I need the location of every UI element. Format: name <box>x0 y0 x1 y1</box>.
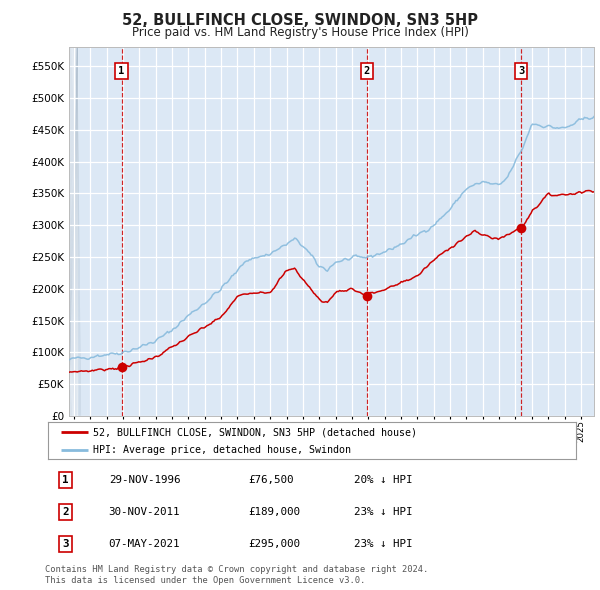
Text: £76,500: £76,500 <box>248 476 294 486</box>
Text: £189,000: £189,000 <box>248 507 301 517</box>
Text: 07-MAY-2021: 07-MAY-2021 <box>109 539 180 549</box>
Text: 2: 2 <box>62 507 68 517</box>
Text: Contains HM Land Registry data © Crown copyright and database right 2024.
This d: Contains HM Land Registry data © Crown c… <box>45 565 428 585</box>
Text: 23% ↓ HPI: 23% ↓ HPI <box>354 507 413 517</box>
Text: 52, BULLFINCH CLOSE, SWINDON, SN3 5HP (detached house): 52, BULLFINCH CLOSE, SWINDON, SN3 5HP (d… <box>93 427 417 437</box>
Text: £295,000: £295,000 <box>248 539 301 549</box>
Text: 1: 1 <box>118 65 125 76</box>
Text: 23% ↓ HPI: 23% ↓ HPI <box>354 539 413 549</box>
Text: 2: 2 <box>364 65 370 76</box>
Text: 52, BULLFINCH CLOSE, SWINDON, SN3 5HP: 52, BULLFINCH CLOSE, SWINDON, SN3 5HP <box>122 13 478 28</box>
Polygon shape <box>69 47 77 416</box>
Text: 29-NOV-1996: 29-NOV-1996 <box>109 476 180 486</box>
Text: HPI: Average price, detached house, Swindon: HPI: Average price, detached house, Swin… <box>93 445 351 455</box>
Text: 20% ↓ HPI: 20% ↓ HPI <box>354 476 413 486</box>
Text: 1: 1 <box>62 476 68 486</box>
Text: 3: 3 <box>518 65 524 76</box>
Text: 30-NOV-2011: 30-NOV-2011 <box>109 507 180 517</box>
Text: 3: 3 <box>62 539 68 549</box>
Text: Price paid vs. HM Land Registry's House Price Index (HPI): Price paid vs. HM Land Registry's House … <box>131 26 469 39</box>
